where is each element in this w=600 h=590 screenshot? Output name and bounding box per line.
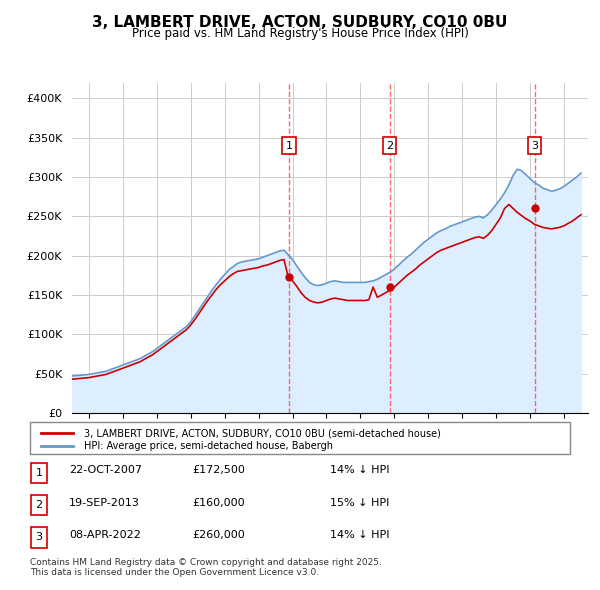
FancyBboxPatch shape <box>30 422 570 454</box>
Text: Contains HM Land Registry data © Crown copyright and database right 2025.
This d: Contains HM Land Registry data © Crown c… <box>30 558 382 577</box>
Text: 2: 2 <box>386 140 393 150</box>
Text: 19-SEP-2013: 19-SEP-2013 <box>69 498 140 507</box>
Text: HPI: Average price, semi-detached house, Babergh: HPI: Average price, semi-detached house,… <box>84 441 333 451</box>
Text: 3, LAMBERT DRIVE, ACTON, SUDBURY, CO10 0BU (semi-detached house): 3, LAMBERT DRIVE, ACTON, SUDBURY, CO10 0… <box>84 428 441 438</box>
FancyBboxPatch shape <box>31 495 47 515</box>
Text: 08-APR-2022: 08-APR-2022 <box>69 530 141 540</box>
Text: Price paid vs. HM Land Registry's House Price Index (HPI): Price paid vs. HM Land Registry's House … <box>131 27 469 40</box>
Text: 3, LAMBERT DRIVE, ACTON, SUDBURY, CO10 0BU: 3, LAMBERT DRIVE, ACTON, SUDBURY, CO10 0… <box>92 15 508 30</box>
Text: 14% ↓ HPI: 14% ↓ HPI <box>330 530 389 540</box>
Text: £160,000: £160,000 <box>192 498 245 507</box>
Text: 2: 2 <box>35 500 43 510</box>
Text: 1: 1 <box>35 468 43 477</box>
Text: £260,000: £260,000 <box>192 530 245 540</box>
Text: £172,500: £172,500 <box>192 466 245 475</box>
Text: 15% ↓ HPI: 15% ↓ HPI <box>330 498 389 507</box>
FancyBboxPatch shape <box>31 463 47 483</box>
Text: 3: 3 <box>35 533 43 542</box>
Text: 22-OCT-2007: 22-OCT-2007 <box>69 466 142 475</box>
FancyBboxPatch shape <box>31 527 47 548</box>
Text: 1: 1 <box>286 140 293 150</box>
Text: 14% ↓ HPI: 14% ↓ HPI <box>330 466 389 475</box>
Text: 3: 3 <box>531 140 538 150</box>
